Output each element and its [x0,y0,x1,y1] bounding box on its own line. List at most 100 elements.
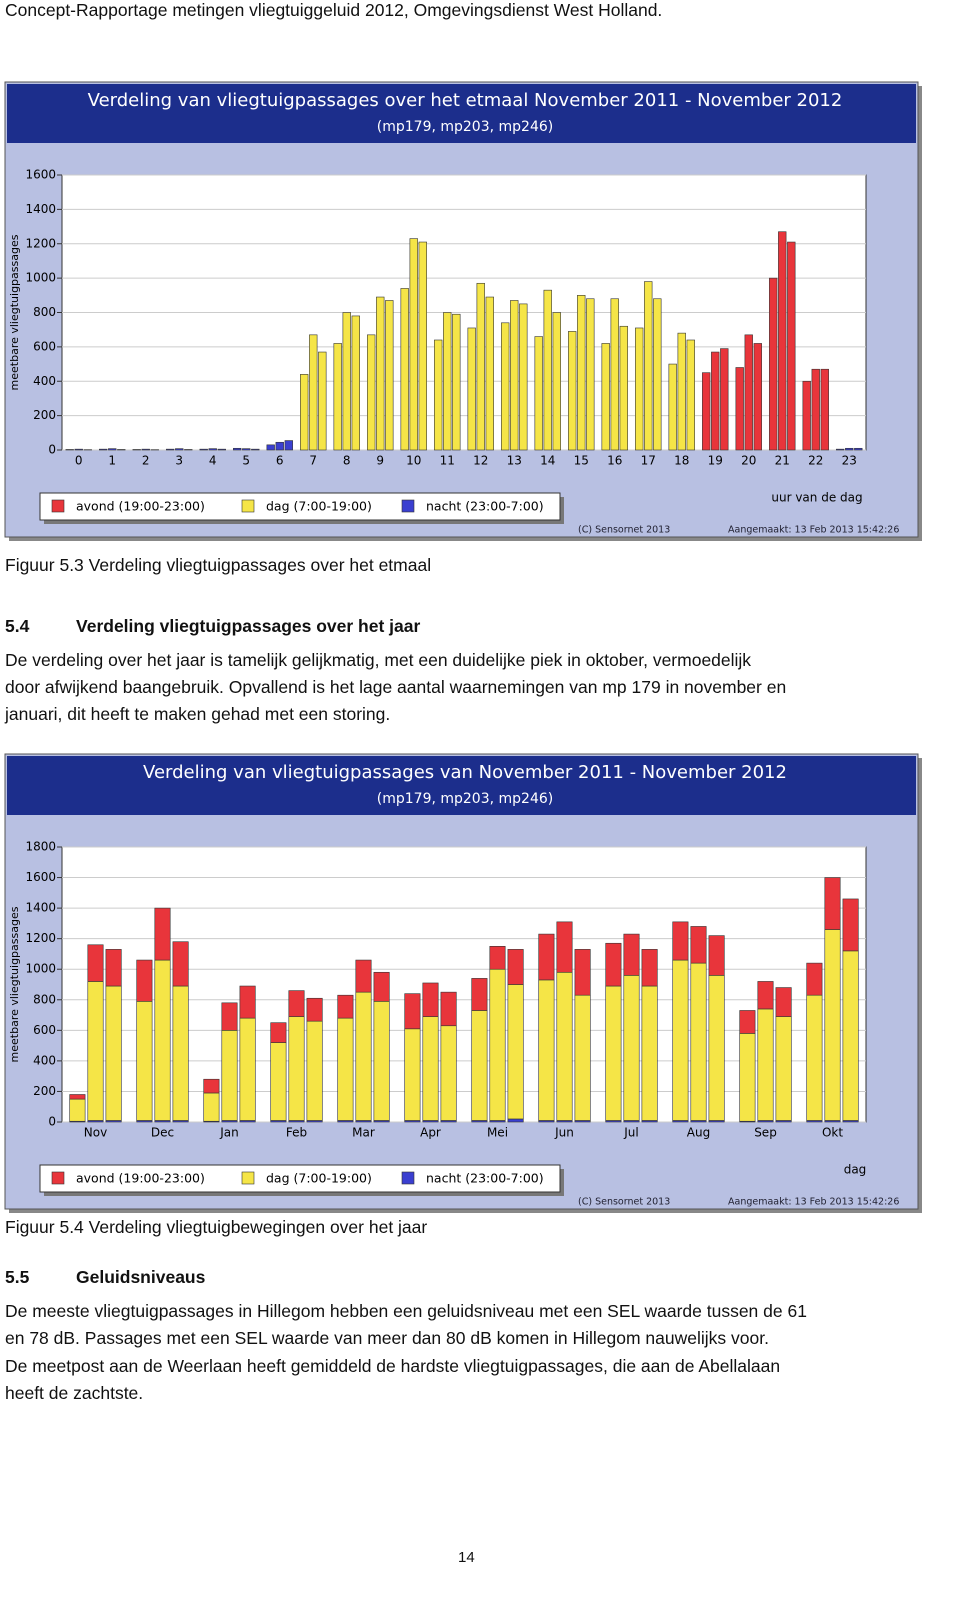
section-number: 5.5 [5,1267,30,1287]
bar [376,296,385,451]
x-tick-label: Okt [822,1126,843,1140]
bar [141,448,150,451]
bar [404,993,421,1030]
x-tick-label: Jan [219,1126,239,1140]
bar [778,231,787,451]
y-axis-label: meetbare vliegtuigpassages [8,906,21,1062]
bar [270,1042,287,1121]
y-tick-label: 200 [33,408,56,422]
bar [136,1001,153,1121]
bar [367,334,376,451]
bar [87,981,104,1121]
bar [251,448,260,451]
bar [842,950,859,1121]
bar [239,1017,256,1121]
bar [108,448,117,451]
bar [677,332,686,451]
bar [672,959,689,1121]
x-tick-label: Jul [623,1126,638,1140]
bar [434,339,443,451]
bar [440,991,457,1027]
text-line: De meeste vliegtuigpassages in Hillegom … [5,1301,807,1321]
bar [672,921,689,961]
bar [404,1028,421,1121]
chart-title: Verdeling van vliegtuigpassages van Nove… [143,762,787,783]
bar [275,441,284,451]
bar [519,303,528,451]
bar [467,327,476,451]
legend [39,492,561,521]
legend-swatch [51,1171,65,1185]
bar [753,343,762,451]
x-tick-label: Jun [554,1126,574,1140]
x-tick-label: 23 [842,454,857,468]
created: Aangemaakt: 13 Feb 2013 15:42:26 [728,525,899,536]
bar [641,985,658,1121]
bar [543,289,552,451]
x-tick-label: 1 [108,454,116,468]
bar [605,942,622,987]
x-tick-label: 19 [708,454,723,468]
legend-label: dag (7:00-19:00) [266,499,372,514]
bar [199,448,208,451]
bar [702,372,711,451]
caption: Figuur 5.4 Verdeling vliegtuigbewegingen… [5,1217,428,1237]
y-axis-label: meetbare vliegtuigpassages [8,234,21,390]
bar [775,1016,792,1121]
y-tick-label: 1800 [25,840,56,854]
bar [686,339,695,451]
bar [217,448,226,451]
x-tick-label: 7 [309,454,317,468]
bar [266,444,275,451]
x-axis-label: dag [844,1163,867,1177]
credit: (C) Sensornet 2013 [578,1197,670,1208]
bar [233,447,242,451]
y-tick-label: 0 [48,1115,56,1129]
bar [605,985,622,1121]
bar [489,946,506,970]
bar [203,1092,220,1122]
bar [337,994,354,1019]
bar [720,348,729,451]
bar [507,1118,524,1123]
section-number: 5.4 [5,616,30,636]
bar [507,949,524,985]
legend-label: nacht (23:00-7:00) [426,1171,544,1186]
bar [806,994,823,1121]
x-tick-label: 9 [376,454,384,468]
bar [385,300,394,451]
y-tick-label: 0 [48,443,56,457]
bar [574,949,591,996]
bar [99,448,108,451]
bar [355,959,372,993]
bar [708,975,725,1121]
bar [668,363,677,451]
bar [337,1017,354,1121]
bar [65,449,74,451]
bar [105,985,122,1121]
bar [744,334,753,451]
x-tick-label: 3 [175,454,183,468]
bar [154,907,171,961]
chart: Verdeling van vliegtuigpassages van Nove… [4,753,922,1213]
legend-swatch [241,499,255,513]
x-tick-label: Mar [352,1126,375,1140]
bar [69,1094,86,1100]
bar [355,991,372,1121]
text-line: en 78 dB. Passages met een SEL waarde va… [5,1328,769,1348]
bar [87,944,104,982]
y-tick-label: 1000 [25,271,56,285]
bar [586,298,595,451]
bar [136,959,153,1002]
bar [820,368,829,451]
bar [811,368,820,451]
x-tick-label: 13 [507,454,522,468]
bar [489,968,506,1121]
bar [507,984,524,1120]
x-tick-label: 21 [775,454,790,468]
y-tick-label: 800 [33,305,56,319]
x-tick-label: 6 [276,454,284,468]
x-tick-label: 17 [641,454,656,468]
created: Aangemaakt: 13 Feb 2013 15:42:26 [728,1197,899,1208]
